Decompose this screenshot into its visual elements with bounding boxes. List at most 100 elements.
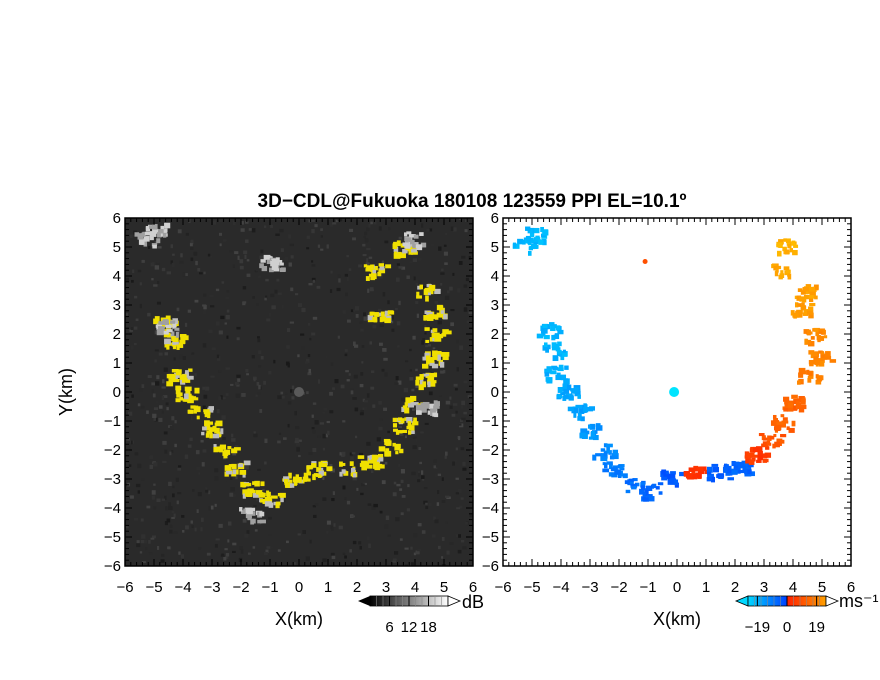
noise-pixel xyxy=(289,321,295,324)
noise-pixel xyxy=(229,476,233,480)
echo-cell xyxy=(557,386,563,393)
echo-cell xyxy=(301,479,305,484)
noise-pixel xyxy=(458,260,463,265)
echo-cell xyxy=(371,459,377,464)
noise-pixel xyxy=(352,540,357,545)
noise-pixel xyxy=(320,228,323,231)
noise-pixel xyxy=(460,540,465,543)
noise-pixel xyxy=(182,385,187,388)
noise-pixel xyxy=(135,318,139,322)
noise-pixel xyxy=(195,450,200,455)
y-tick-label: 6 xyxy=(113,210,121,227)
echo-cell xyxy=(798,407,805,413)
noise-pixel xyxy=(306,247,310,250)
echo-cell xyxy=(399,448,404,454)
echo-cell xyxy=(778,274,783,280)
echo-cell xyxy=(415,244,423,249)
noise-pixel xyxy=(441,500,446,503)
echo-cell xyxy=(602,468,610,473)
noise-pixel xyxy=(165,506,168,511)
noise-pixel xyxy=(181,393,185,397)
noise-pixel xyxy=(452,403,458,406)
echo-cell xyxy=(408,234,416,238)
noise-pixel xyxy=(130,345,134,350)
noise-pixel xyxy=(262,496,266,501)
x-tick-label: −4 xyxy=(174,579,191,596)
noise-pixel xyxy=(316,285,321,289)
echo-cell xyxy=(379,316,383,323)
echo-cell xyxy=(190,405,196,409)
echo-cell xyxy=(797,288,803,292)
noise-pixel xyxy=(398,411,402,415)
noise-pixel xyxy=(255,497,260,502)
echo-cell xyxy=(436,354,441,361)
echo-cell xyxy=(562,383,569,389)
noise-pixel xyxy=(449,286,453,291)
noise-pixel xyxy=(459,505,463,509)
noise-pixel xyxy=(136,540,140,544)
noise-pixel xyxy=(268,516,272,520)
noise-pixel xyxy=(201,517,204,522)
echo-cell xyxy=(425,339,430,344)
echo-cell xyxy=(270,260,277,267)
noise-pixel xyxy=(264,297,267,301)
echo-cell xyxy=(162,320,169,325)
echo-cell xyxy=(798,372,804,378)
noise-pixel xyxy=(211,347,216,351)
echo-cell xyxy=(254,480,260,487)
noise-pixel xyxy=(409,261,413,264)
noise-pixel xyxy=(239,546,243,550)
noise-pixel xyxy=(176,500,179,505)
noise-pixel xyxy=(423,273,428,278)
noise-pixel xyxy=(295,426,300,430)
noise-pixel xyxy=(461,400,466,406)
echo-cell xyxy=(172,322,177,329)
x-tick-label: −2 xyxy=(610,579,627,596)
echo-cell xyxy=(604,450,612,454)
noise-pixel xyxy=(140,539,145,544)
noise-pixel xyxy=(462,467,467,471)
noise-pixel xyxy=(137,269,142,273)
echo-cell xyxy=(170,374,176,379)
echo-cell xyxy=(643,497,649,502)
echo-cell xyxy=(243,460,251,466)
echo-cell xyxy=(361,464,367,471)
noise-pixel xyxy=(417,471,421,474)
echo-cell xyxy=(564,365,569,370)
noise-pixel xyxy=(252,546,256,549)
echo-cell xyxy=(166,329,173,333)
echo-cell xyxy=(429,359,434,363)
noise-pixel xyxy=(312,430,316,434)
noise-pixel xyxy=(352,477,357,481)
noise-pixel xyxy=(329,410,334,414)
echo-cell xyxy=(780,414,785,418)
echo-cell xyxy=(670,471,676,475)
x-tick-label: 1 xyxy=(324,579,332,596)
noise-pixel xyxy=(194,373,197,377)
echo-cell xyxy=(158,321,165,325)
noise-pixel xyxy=(218,232,222,236)
noise-pixel xyxy=(352,396,357,400)
echo-cell xyxy=(404,402,409,407)
noise-pixel xyxy=(446,290,450,294)
noise-pixel xyxy=(257,468,261,471)
echo-cell xyxy=(791,420,796,427)
echo-cell xyxy=(204,424,211,431)
echo-cell xyxy=(287,483,295,488)
echo-cell xyxy=(619,466,624,470)
echo-cell xyxy=(589,423,596,430)
echo-cell xyxy=(533,227,540,234)
echo-cell xyxy=(353,473,357,478)
noise-pixel xyxy=(171,416,175,421)
noise-pixel xyxy=(458,436,461,441)
noise-pixel xyxy=(151,495,155,500)
echo-cell xyxy=(174,327,180,331)
echo-cell xyxy=(318,461,322,468)
echo-cell xyxy=(284,481,288,486)
noise-pixel xyxy=(126,437,131,441)
echo-cell xyxy=(251,518,256,524)
noise-pixel xyxy=(358,264,363,268)
noise-pixel xyxy=(383,357,388,361)
x-tick-label: 3 xyxy=(382,579,390,596)
echo-cell xyxy=(429,284,436,289)
